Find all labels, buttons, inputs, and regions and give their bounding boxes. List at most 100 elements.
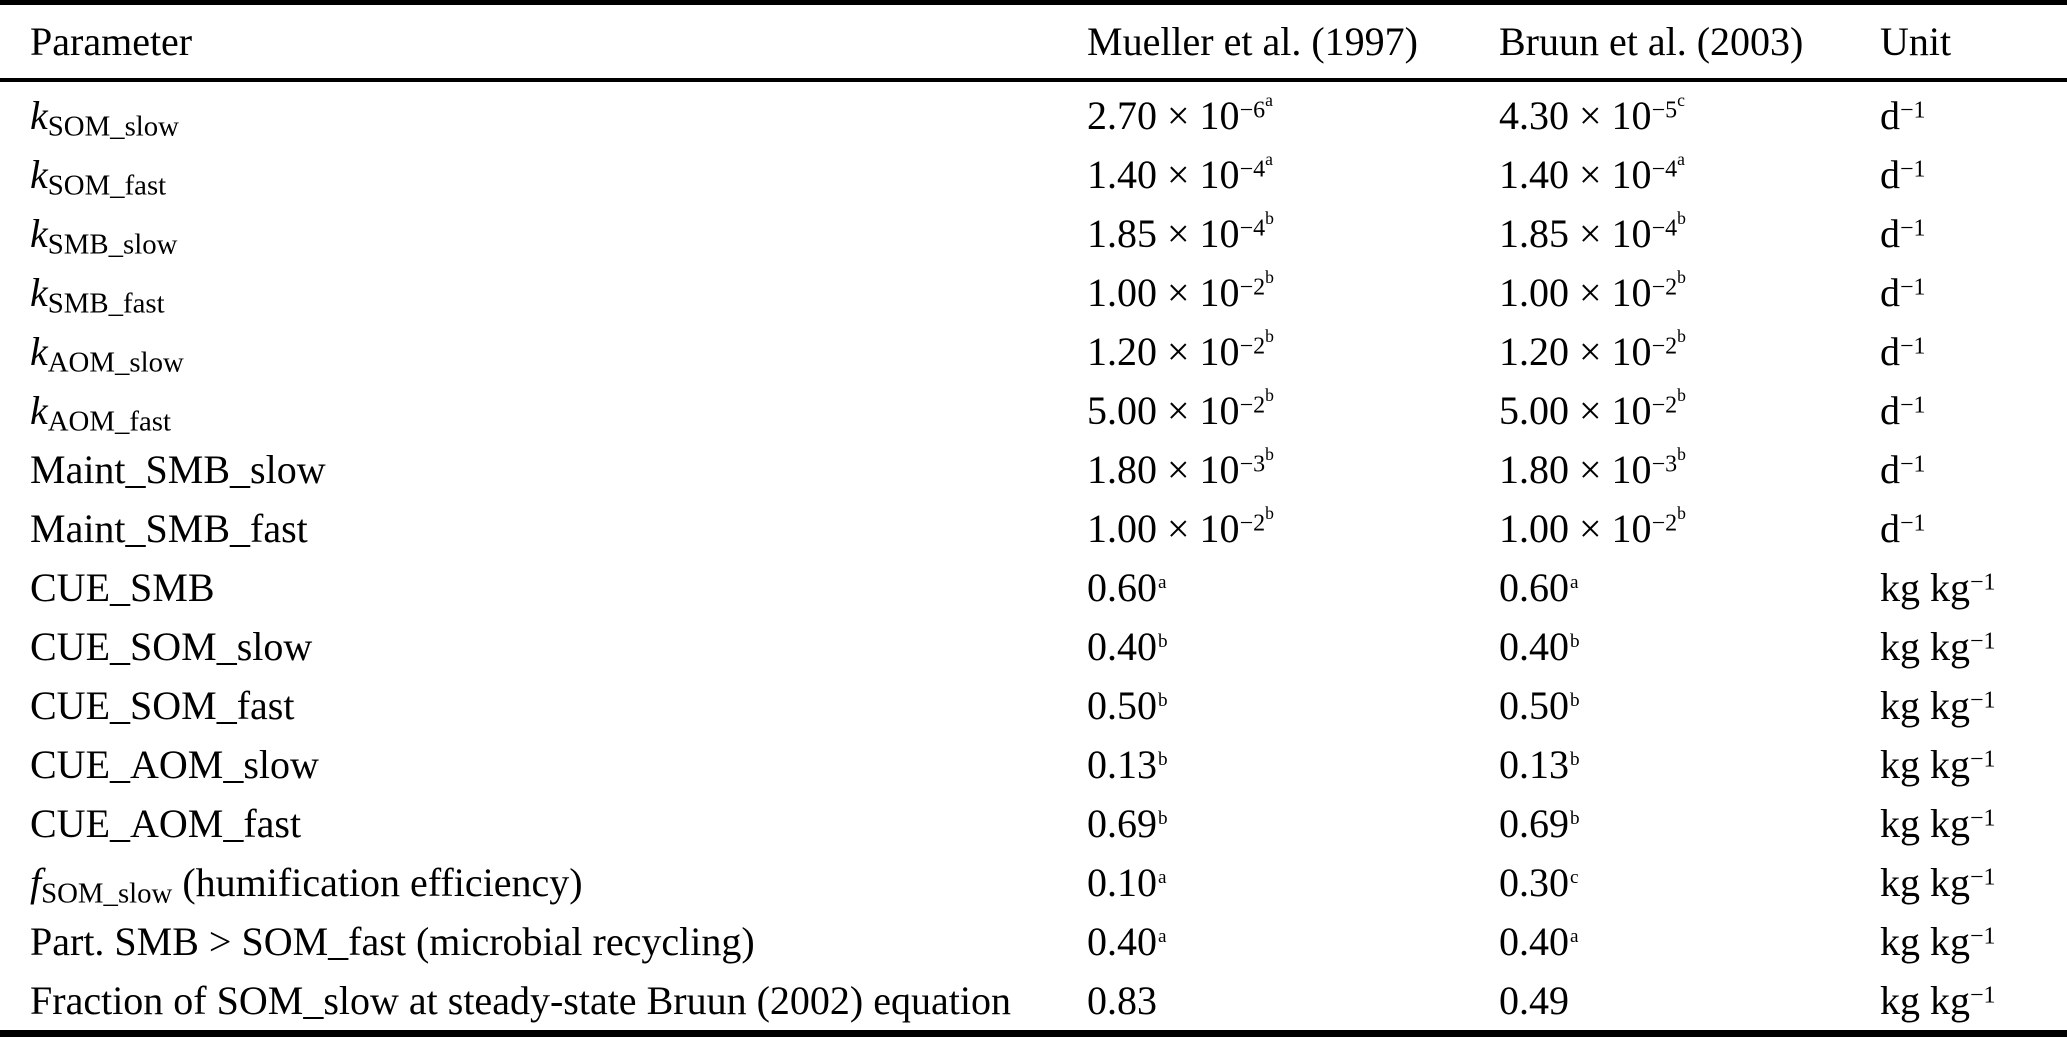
unit-cell: kg kg−1	[1880, 558, 2067, 617]
table-row: Maint_SMB_fast 1.00 × 10−2b 1.00 × 10−2b…	[0, 499, 2067, 558]
bruun-value: 0.40	[1499, 919, 1569, 964]
unit-value: d	[1880, 506, 1900, 551]
mueller-footnote-marker: b	[1158, 689, 1168, 711]
unit-cell: d−1	[1880, 80, 2067, 145]
parameter-subscript: SMB_slow	[47, 228, 178, 261]
mueller-value-cell: 1.20 × 10−2b	[1087, 322, 1499, 381]
parameter-name: CUE_AOM_slow	[30, 742, 319, 787]
unit-value: kg kg	[1880, 565, 1970, 610]
mueller-footnote-marker: b	[1265, 326, 1274, 347]
mueller-value: 1.40 × 10	[1087, 152, 1240, 197]
mueller-value-cell: 0.13b	[1087, 735, 1499, 794]
table-header: Parameter Mueller et al. (1997) Bruun et…	[0, 2, 2067, 82]
bruun-exponent: −5	[1651, 97, 1678, 124]
bruun-value: 1.20 × 10	[1499, 329, 1652, 374]
bruun-value-cell: 0.30c	[1499, 853, 1880, 912]
bruun-value-cell: 1.80 × 10−3b	[1499, 440, 1880, 499]
unit-exponent: −1	[1970, 628, 1996, 655]
table-row: Fraction of SOM_slow at steady-state Bru…	[0, 971, 2067, 1034]
bruun-exponent: −4	[1651, 156, 1678, 183]
unit-cell: kg kg−1	[1880, 853, 2067, 912]
table-row: kSMB_fast 1.00 × 10−2b 1.00 × 10−2b d−1	[0, 263, 2067, 322]
mueller-value: 0.83	[1087, 978, 1157, 1023]
bruun-footnote-marker: b	[1677, 267, 1686, 288]
bruun-exponent: −4	[1651, 215, 1678, 242]
column-header-parameter: Parameter	[0, 2, 1087, 82]
mueller-exponent: −4	[1239, 215, 1266, 242]
table-row: kSOM_slow 2.70 × 10−6a 4.30 × 10−5c d−1	[0, 80, 2067, 145]
bruun-exponent: −2	[1651, 392, 1678, 419]
mueller-value-cell: 1.85 × 10−4b	[1087, 204, 1499, 263]
mueller-value-cell: 1.00 × 10−2b	[1087, 499, 1499, 558]
mueller-footnote-marker: a	[1158, 925, 1167, 947]
parameter-name: k	[30, 93, 48, 138]
parameter-name: Maint_SMB_fast	[30, 506, 308, 551]
mueller-footnote-marker: b	[1265, 385, 1274, 406]
unit-exponent: −1	[1970, 923, 1996, 950]
unit-cell: d−1	[1880, 381, 2067, 440]
unit-cell: kg kg−1	[1880, 794, 2067, 853]
mueller-exponent: −2	[1239, 333, 1266, 360]
unit-value: kg kg	[1880, 919, 1970, 964]
parameter-name: CUE_SMB	[30, 565, 215, 610]
parameter-subscript: SOM_slow	[41, 877, 173, 910]
bruun-footnote-marker: a	[1570, 571, 1579, 593]
mueller-value-cell: 0.40b	[1087, 617, 1499, 676]
mueller-value-cell: 1.40 × 10−4a	[1087, 145, 1499, 204]
parameter-name: k	[30, 388, 48, 433]
table-row: kAOM_fast 5.00 × 10−2b 5.00 × 10−2b d−1	[0, 381, 2067, 440]
table-body: kSOM_slow 2.70 × 10−6a 4.30 × 10−5c d−1 …	[0, 80, 2067, 1034]
unit-exponent: −1	[1900, 215, 1926, 242]
unit-cell: d−1	[1880, 263, 2067, 322]
parameter-cell: fSOM_slow (humification efficiency)	[0, 853, 1087, 912]
bruun-value: 1.80 × 10	[1499, 447, 1652, 492]
bruun-value-cell: 1.00 × 10−2b	[1499, 499, 1880, 558]
bruun-value-cell: 0.40a	[1499, 912, 1880, 971]
unit-value: kg kg	[1880, 683, 1970, 728]
table-row: Maint_SMB_slow 1.80 × 10−3b 1.80 × 10−3b…	[0, 440, 2067, 499]
table-row: CUE_SOM_fast 0.50b 0.50b kg kg−1	[0, 676, 2067, 735]
table-row: CUE_SMB 0.60a 0.60a kg kg−1	[0, 558, 2067, 617]
bruun-value-cell: 1.00 × 10−2b	[1499, 263, 1880, 322]
bruun-value: 1.85 × 10	[1499, 211, 1652, 256]
parameter-cell: kAOM_slow	[0, 322, 1087, 381]
unit-cell: kg kg−1	[1880, 676, 2067, 735]
unit-value: kg kg	[1880, 801, 1970, 846]
mueller-footnote-marker: a	[1265, 90, 1273, 111]
parameter-cell: kSMB_slow	[0, 204, 1087, 263]
parameter-cell: kSOM_fast	[0, 145, 1087, 204]
unit-exponent: −1	[1970, 687, 1996, 714]
bruun-footnote-marker: c	[1570, 866, 1579, 888]
parameter-subscript: SOM_fast	[47, 169, 167, 202]
parameter-subscript: AOM_fast	[47, 405, 171, 438]
mueller-value: 0.13	[1087, 742, 1157, 787]
unit-cell: kg kg−1	[1880, 912, 2067, 971]
mueller-value: 1.00 × 10	[1087, 506, 1240, 551]
bruun-footnote-marker: b	[1570, 630, 1580, 652]
unit-cell: d−1	[1880, 322, 2067, 381]
mueller-value: 0.10	[1087, 860, 1157, 905]
bruun-value-cell: 0.60a	[1499, 558, 1880, 617]
parameter-cell: CUE_SMB	[0, 558, 1087, 617]
parameter-cell: Maint_SMB_slow	[0, 440, 1087, 499]
bruun-value: 0.60	[1499, 565, 1569, 610]
parameter-name: CUE_SOM_slow	[30, 624, 313, 669]
bruun-value-cell: 0.69b	[1499, 794, 1880, 853]
mueller-footnote-marker: b	[1265, 208, 1274, 229]
bruun-value: 1.00 × 10	[1499, 506, 1652, 551]
unit-exponent: −1	[1970, 746, 1996, 773]
parameter-name: Maint_SMB_slow	[30, 447, 326, 492]
bruun-value-cell: 0.40b	[1499, 617, 1880, 676]
table-row: kSOM_fast 1.40 × 10−4a 1.40 × 10−4a d−1	[0, 145, 2067, 204]
unit-cell: d−1	[1880, 499, 2067, 558]
mueller-exponent: −2	[1239, 510, 1266, 537]
unit-value: kg kg	[1880, 624, 1970, 669]
unit-cell: d−1	[1880, 145, 2067, 204]
unit-exponent: −1	[1970, 569, 1996, 596]
mueller-value: 5.00 × 10	[1087, 388, 1240, 433]
parameter-name: k	[30, 329, 48, 374]
mueller-exponent: −4	[1239, 156, 1266, 183]
mueller-value: 0.40	[1087, 624, 1157, 669]
bruun-value-cell: 1.20 × 10−2b	[1499, 322, 1880, 381]
mueller-value: 1.85 × 10	[1087, 211, 1240, 256]
